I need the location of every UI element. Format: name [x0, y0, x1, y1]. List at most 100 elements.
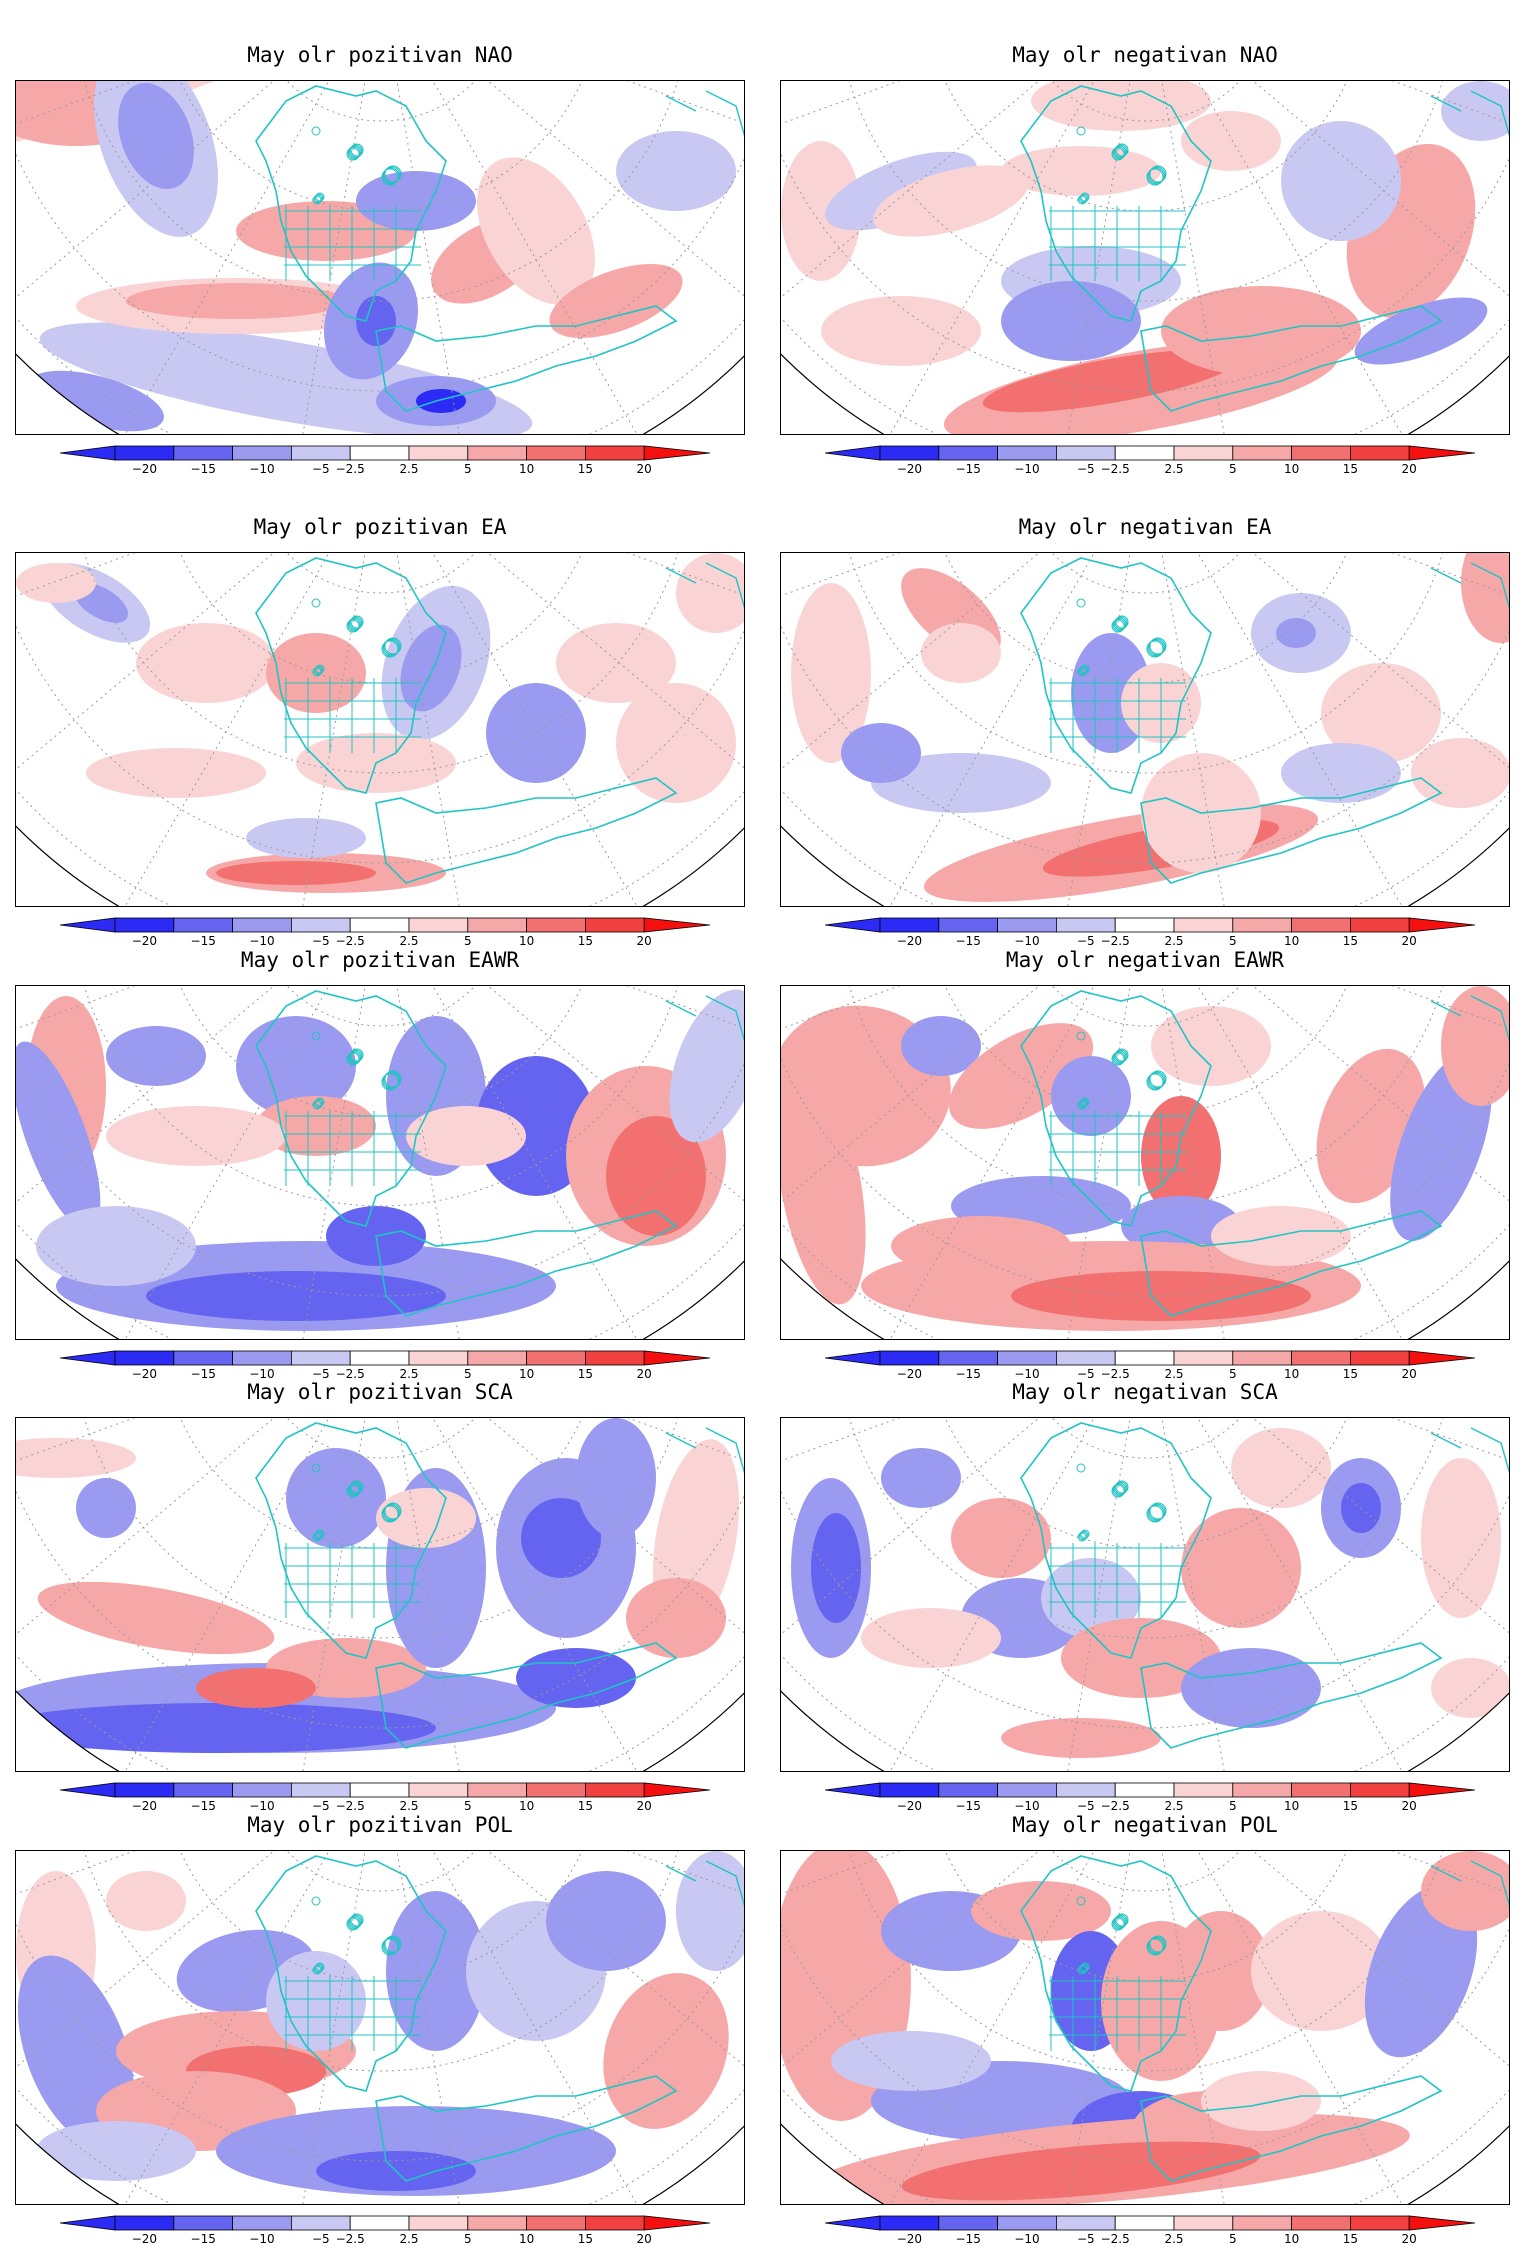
anomaly-region [1421, 1851, 1509, 1931]
arctic-island-coastline [350, 615, 364, 629]
projection-map [781, 553, 1509, 906]
colorbar-tick-label: −15 [955, 934, 981, 948]
arctic-island-coastline [1146, 1505, 1164, 1523]
latitude-gridline [250, 1851, 512, 1892]
arctic-island-coastline [346, 1484, 360, 1498]
latitude-gridline [835, 986, 1457, 1207]
colorbar-min-arrow [825, 2215, 881, 2231]
colorbar-tick-label: 15 [1342, 462, 1359, 476]
panel-title: May olr negativan SCA [1012, 1380, 1278, 1404]
arctic-island-coastline [1146, 1073, 1164, 1091]
anomaly-region [616, 683, 736, 803]
map-panel: May olr pozitivan POL −20 −15 −10 −5 −2.5 2.5 5… [15, 1810, 745, 2249]
arctic-island-coastline [1112, 1051, 1126, 1065]
map-panel: May olr negativan SCA −20 −15 −10 −5 −2.5 2.5 5… [780, 1377, 1510, 1816]
latitude-gridline [835, 1418, 1457, 1639]
colorbar-segment [1291, 917, 1351, 933]
colorbar-tick-label: −15 [955, 2232, 981, 2246]
colorbar-segment [1232, 1350, 1292, 1366]
arctic-island-coastline [313, 1531, 323, 1541]
anomaly-region [606, 1116, 706, 1236]
colorbar-segment [1114, 2215, 1175, 2231]
arctic-island-coastline [383, 1071, 401, 1089]
arctic-island-coastline [313, 666, 323, 676]
longitude-gridline [1056, 986, 1140, 1339]
colorbar-segment [526, 917, 586, 933]
colorbar-tick-label: 10 [518, 462, 535, 476]
arctic-island-coastline [1076, 126, 1086, 136]
arctic-island-coastline [1146, 640, 1164, 658]
colorbar-tick-label: 5 [1228, 2232, 1237, 2246]
south-america-coastline [375, 2075, 678, 2182]
colorbar-tick-label: 10 [1283, 1367, 1300, 1381]
anomaly-region [1161, 286, 1361, 376]
colorbar-segment [114, 445, 175, 461]
arctic-island-coastline [1148, 166, 1166, 184]
arctic-island-coastline [1115, 143, 1129, 157]
longitude-gridline [400, 1851, 639, 2204]
anomaly-region [982, 349, 1240, 413]
longitude-gridline [1152, 553, 1236, 906]
longitude-gridline [1152, 986, 1236, 1339]
north-america-coastline [1020, 557, 1212, 794]
anomaly-region [781, 141, 861, 281]
colorbar-scale [60, 2215, 710, 2231]
panel-title: May olr negativan EA [1018, 515, 1272, 539]
anomaly-region [1001, 146, 1161, 196]
longitude-gridline [400, 986, 639, 1339]
arctic-island-coastline [1146, 168, 1164, 186]
anomaly-region [1281, 121, 1401, 241]
colorbar-tick-label: 10 [518, 1367, 535, 1381]
anomaly-region [1041, 1558, 1141, 1638]
map-frame [15, 985, 745, 1340]
arctic-island-coastline [1147, 1504, 1165, 1522]
colorbar-tick-label: −15 [190, 2232, 216, 2246]
arctic-island-coastline [382, 639, 400, 657]
colorbar-tick-label: −10 [1014, 934, 1040, 948]
colorbar-tick-label: −5 [1076, 2232, 1095, 2246]
longitude-gridline [1056, 81, 1140, 434]
arctic-island-coastline [314, 1963, 324, 1973]
anomaly-region [36, 1206, 196, 1286]
arctic-island-coastline [1147, 1072, 1165, 1090]
arctic-island-coastline [1112, 146, 1126, 160]
colorbar-tick-label: −10 [249, 2232, 275, 2246]
colorbar: −20 −15 −10 −5 −2.5 2.5 5 10 15 20 [60, 917, 710, 951]
colorbar: −20 −15 −10 −5 −2.5 2.5 5 10 15 20 [60, 1782, 710, 1816]
longitude-gridline [291, 1418, 375, 1771]
arctic-island-coastline [382, 167, 400, 185]
anomaly-region [556, 623, 676, 703]
anomaly-region [286, 1448, 386, 1548]
colorbar-tick-label: −10 [1014, 1367, 1040, 1381]
arctic-island-coastline [1114, 144, 1128, 158]
arctic-island-coastline [1147, 1937, 1165, 1955]
anomaly-region [861, 1608, 1001, 1668]
anomaly-region [36, 2121, 196, 2181]
panel-title: May olr pozitivan EAWR [240, 948, 520, 972]
arctic-island-coastline [383, 166, 401, 184]
colorbar-scale [825, 917, 1475, 933]
arctic-island-coastline [313, 194, 323, 204]
colorbar-segment [290, 1782, 351, 1798]
colorbar-segment [1350, 1782, 1410, 1798]
arctic-island-coastline [348, 1915, 362, 1929]
anomaly-region [521, 1498, 601, 1578]
longitude-gridline [123, 81, 362, 434]
colorbar-tick-label: 10 [518, 934, 535, 948]
anomaly-region [971, 1881, 1111, 1941]
colorbar-tick-label: −5 [311, 1367, 330, 1381]
colorbar-scale [60, 917, 710, 933]
colorbar-segment [585, 445, 645, 461]
colorbar-segment [938, 1782, 999, 1798]
anomaly-region [126, 283, 346, 319]
anomaly-region [901, 1016, 981, 1076]
colorbar-tick-label: −20 [131, 934, 158, 948]
colorbar-segment [173, 2215, 234, 2231]
arctic-island-coastline [383, 1936, 401, 1954]
arctic-island-coastline [381, 640, 399, 658]
anomaly-region [1461, 553, 1509, 643]
south-america-coastline [1140, 777, 1443, 884]
colorbar-segment [408, 2215, 469, 2231]
colorbar-tick-label: −5 [1076, 462, 1095, 476]
anomaly-region [891, 1216, 1071, 1276]
